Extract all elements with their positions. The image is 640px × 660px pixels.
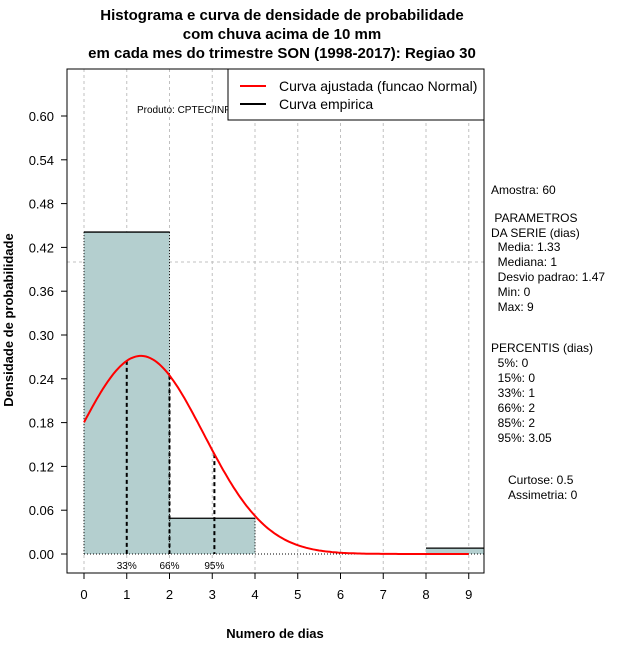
shape-stats: Curtose: 0.5 Assimetria: 0 [508,473,578,502]
chart-title-line: Histograma e curva de densidade de proba… [100,7,463,24]
y-tick-label: 0.54 [29,153,54,168]
legend-box [227,68,485,121]
y-tick-label: 0.36 [29,284,54,299]
legend-label: Curva empirica [279,96,373,112]
y-tick-label: 0.48 [29,197,54,212]
x-tick-label: 8 [422,587,429,602]
percentile-label: 66% [159,561,179,572]
x-tick-label: 4 [251,587,258,602]
y-tick-label: 0.12 [29,459,54,474]
histogram-bar [84,232,170,554]
histogram-bar [426,548,484,554]
percentiles-values: 5%: 0 15%: 0 33%: 1 66%: 2 85%: 2 95%: 3… [497,356,552,445]
sample-size: Amostra: 60 [491,183,556,197]
chart-title-line: com chuva acima de 10 mm [183,26,381,43]
y-tick-label: 0.60 [29,109,54,124]
y-axis-label: Densidade de probabilidade [1,233,16,406]
percentiles-title: PERCENTIS (dias) [491,341,594,355]
y-tick-label: 0.00 [29,547,54,562]
params-title: PARAMETROS DA SERIE (dias) [491,211,580,240]
normal-curve [83,354,469,555]
y-tick-label: 0.06 [29,503,54,518]
x-tick-label: 3 [209,587,216,602]
percentile-label: 95% [204,561,224,572]
params-values: Media: 1.33 Mediana: 1 Desvio padrao: 1.… [497,240,606,314]
histogram-bar [169,518,255,554]
x-tick-label: 9 [465,587,472,602]
y-tick-label: 0.24 [29,372,54,387]
x-tick-label: 2 [166,587,173,602]
y-tick-label: 0.42 [29,240,54,255]
chart-title-line: em cada mes do trimestre SON (1998-2017)… [88,45,476,62]
x-axis-label: Numero de dias [226,626,324,641]
x-tick-label: 6 [337,587,344,602]
y-tick-label: 0.30 [29,328,54,343]
x-tick-label: 0 [80,587,87,602]
percentile-label: 33% [117,561,137,572]
x-tick-label: 7 [380,587,387,602]
y-tick-label: 0.18 [29,416,54,431]
x-tick-label: 1 [123,587,130,602]
legend-label: Curva ajustada (funcao Normal) [279,78,477,94]
product-annotation: Produto: CPTEC/INPE [137,105,238,116]
x-tick-label: 5 [294,587,301,602]
